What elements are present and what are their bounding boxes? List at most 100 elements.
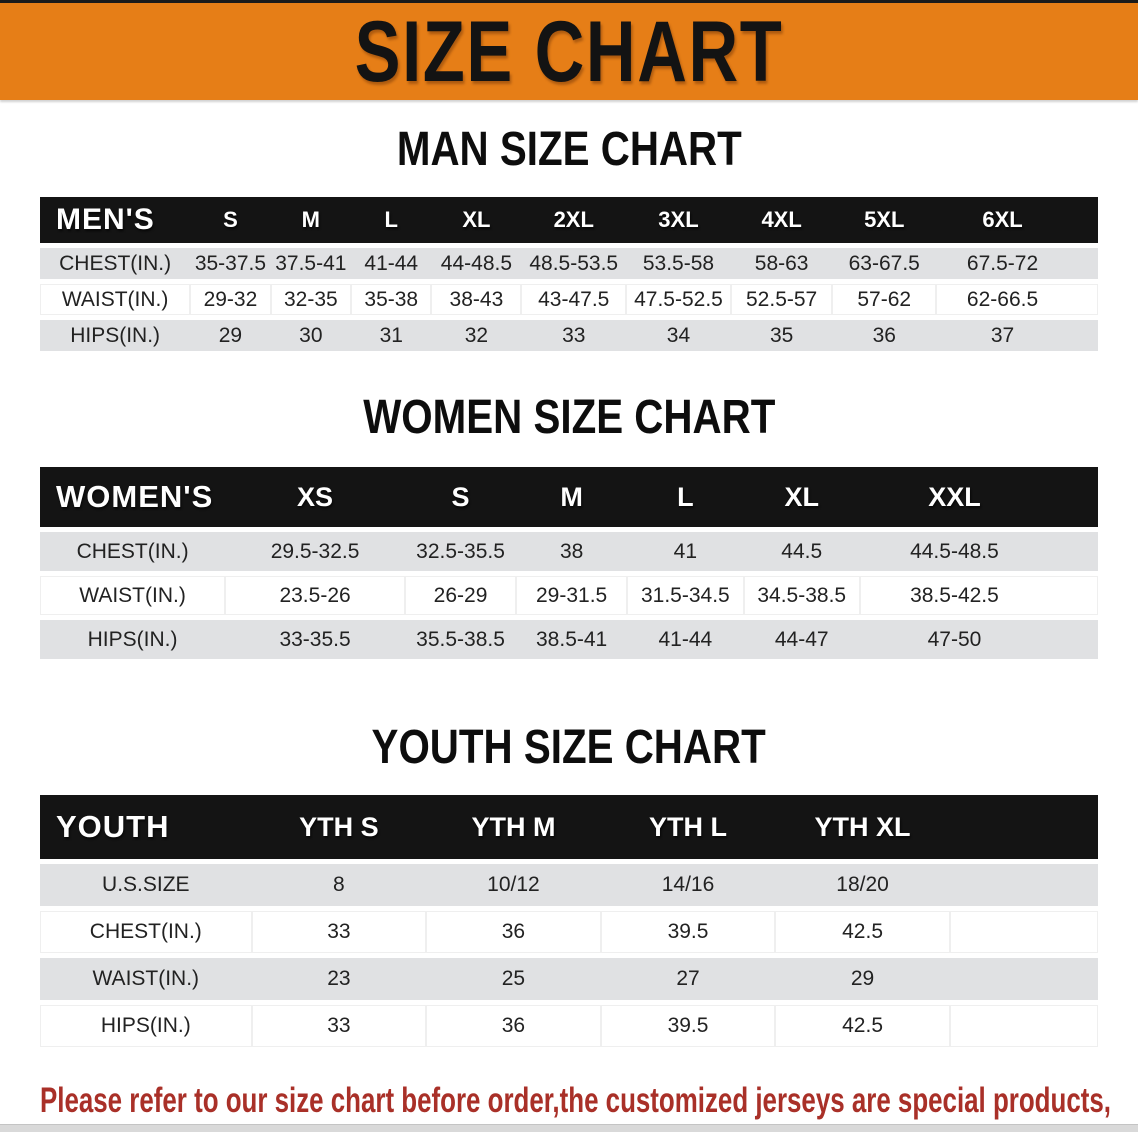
size-header-cell: S <box>405 467 517 527</box>
data-cell: 32.5-35.5 <box>405 532 517 571</box>
banner-title: SIZE CHART <box>354 3 784 100</box>
data-cell: 44-47 <box>743 620 860 659</box>
data-cell: 32-35 <box>270 284 352 315</box>
data-cell: 53.5-58 <box>626 248 731 279</box>
youth-section-heading: YOUTH SIZE CHART <box>0 722 1138 774</box>
row-label-cell: WAIST(IN.) <box>40 576 226 615</box>
youth-ussize-row: U.S.SIZE 8 10/12 14/16 18/20 <box>40 864 1098 906</box>
row-label-cell: HIPS(IN.) <box>40 320 191 351</box>
data-cell: 33 <box>521 320 627 351</box>
size-header-cell: YTH XL <box>775 795 950 859</box>
size-header-cell: L <box>627 467 744 527</box>
men-section-heading-text: MAN SIZE CHART <box>396 123 742 176</box>
spacer-cell <box>949 958 1098 1000</box>
data-cell: 27 <box>600 958 776 1000</box>
data-cell: 57-62 <box>832 284 937 315</box>
data-cell: 44.5-48.5 <box>859 532 1098 571</box>
data-cell: 31.5-34.5 <box>627 576 744 615</box>
data-cell: 48.5-53.5 <box>521 248 627 279</box>
data-cell: 29-31.5 <box>516 576 628 615</box>
womens-size-table: WOMEN'S XS S M L XL XXL CHEST(IN.) 29.5-… <box>40 462 1098 664</box>
mens-chest-row: CHEST(IN.) 35-37.5 37.5-41 41-44 44-48.5… <box>40 248 1098 279</box>
row-label-cell: HIPS(IN.) <box>40 620 226 659</box>
data-cell: 35.5-38.5 <box>405 620 517 659</box>
size-header-cell: YTH L <box>600 795 776 859</box>
data-cell: 33 <box>251 911 427 953</box>
spacer-cell <box>949 1005 1098 1047</box>
size-header-cell: 5XL <box>832 197 937 243</box>
youth-table-title-cell: YOUTH <box>40 795 252 859</box>
data-cell: 41-44 <box>627 620 744 659</box>
size-header-cell: L <box>351 197 432 243</box>
data-cell: 63-67.5 <box>832 248 937 279</box>
size-header-cell: XS <box>225 467 405 527</box>
header-spacer-cell <box>949 795 1098 859</box>
women-section-heading-text: WOMEN SIZE CHART <box>362 391 776 444</box>
youth-chest-row: CHEST(IN.) 33 36 39.5 42.5 <box>40 911 1098 953</box>
womens-table-title-cell: WOMEN'S <box>40 467 226 527</box>
womens-header-row: WOMEN'S XS S M L XL XXL <box>40 467 1098 527</box>
womens-waist-row: WAIST(IN.) 23.5-26 26-29 29-31.5 31.5-34… <box>40 576 1098 615</box>
data-cell: 34 <box>626 320 731 351</box>
data-cell: 36 <box>832 320 937 351</box>
data-cell: 47.5-52.5 <box>626 284 731 315</box>
size-header-cell: M <box>516 467 628 527</box>
data-cell: 33-35.5 <box>225 620 405 659</box>
row-label-cell: CHEST(IN.) <box>40 532 226 571</box>
data-cell: 37 <box>936 320 1098 351</box>
data-cell: 26-29 <box>405 576 517 615</box>
youth-section-heading-text: YOUTH SIZE CHART <box>371 721 767 774</box>
disclaimer-line-1: Please refer to our size chart before or… <box>40 1081 1111 1120</box>
data-cell: 31 <box>351 320 432 351</box>
youth-size-table: YOUTH YTH S YTH M YTH L YTH XL U.S.SIZE … <box>40 790 1098 1052</box>
data-cell: 14/16 <box>600 864 776 906</box>
data-cell: 38-43 <box>431 284 522 315</box>
data-cell: 44.5 <box>743 532 860 571</box>
mens-size-table: MEN'S S M L XL 2XL 3XL 4XL 5XL 6XL CHEST… <box>40 192 1098 356</box>
data-cell: 35 <box>730 320 833 351</box>
data-cell: 10/12 <box>426 864 601 906</box>
row-label-cell: CHEST(IN.) <box>40 911 252 953</box>
size-header-cell: XL <box>431 197 522 243</box>
row-label-cell: CHEST(IN.) <box>40 248 191 279</box>
bottom-border-strip <box>0 1124 1138 1132</box>
size-header-cell: M <box>270 197 352 243</box>
mens-table-title-cell: MEN'S <box>40 197 191 243</box>
size-header-cell: 2XL <box>521 197 627 243</box>
data-cell: 47-50 <box>859 620 1098 659</box>
data-cell: 29-32 <box>190 284 271 315</box>
mens-hips-row: HIPS(IN.) 29 30 31 32 33 34 35 36 37 <box>40 320 1098 351</box>
data-cell: 39.5 <box>600 1005 776 1047</box>
data-cell: 52.5-57 <box>730 284 833 315</box>
row-label-cell: WAIST(IN.) <box>40 958 252 1000</box>
data-cell: 34.5-38.5 <box>743 576 860 615</box>
data-cell: 43-47.5 <box>521 284 627 315</box>
data-cell: 35-37.5 <box>190 248 271 279</box>
data-cell: 58-63 <box>730 248 833 279</box>
data-cell: 38 <box>516 532 628 571</box>
youth-waist-row: WAIST(IN.) 23 25 27 29 <box>40 958 1098 1000</box>
data-cell: 29 <box>775 958 950 1000</box>
data-cell: 18/20 <box>775 864 950 906</box>
mens-header-row: MEN'S S M L XL 2XL 3XL 4XL 5XL 6XL <box>40 197 1098 243</box>
data-cell: 41-44 <box>351 248 432 279</box>
mens-waist-row: WAIST(IN.) 29-32 32-35 35-38 38-43 43-47… <box>40 284 1098 315</box>
data-cell: 29 <box>190 320 271 351</box>
size-header-cell: 3XL <box>626 197 731 243</box>
data-cell: 33 <box>251 1005 427 1047</box>
data-cell: 25 <box>426 958 601 1000</box>
data-cell: 41 <box>627 532 744 571</box>
data-cell: 62-66.5 <box>936 284 1098 315</box>
size-header-cell: YTH S <box>251 795 427 859</box>
top-border-strip <box>0 0 1138 3</box>
size-header-cell: 6XL <box>936 197 1098 243</box>
men-section-heading: MAN SIZE CHART <box>0 124 1138 176</box>
size-header-cell: S <box>190 197 271 243</box>
size-header-cell: 4XL <box>730 197 833 243</box>
size-header-cell: YTH M <box>426 795 601 859</box>
size-header-cell: XXL <box>859 467 1098 527</box>
data-cell: 36 <box>426 911 601 953</box>
size-header-cell: XL <box>743 467 860 527</box>
womens-hips-row: HIPS(IN.) 33-35.5 35.5-38.5 38.5-41 41-4… <box>40 620 1098 659</box>
